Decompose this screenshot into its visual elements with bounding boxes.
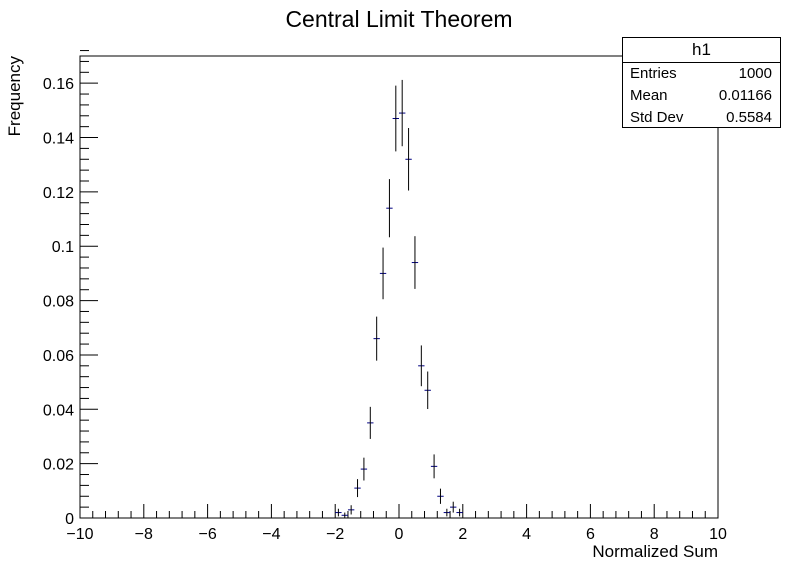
x-tick-label: 10 (709, 526, 727, 543)
y-tick-label: 0.16 (43, 76, 74, 93)
x-tick-label: −2 (326, 526, 344, 543)
x-tick-label: −6 (198, 526, 216, 543)
data-point (430, 454, 438, 479)
y-axis-label: Frequency (5, 56, 24, 137)
chart-title: Central Limit Theorem (285, 6, 512, 32)
y-tick-label: 0 (65, 511, 74, 528)
data-point (354, 479, 361, 498)
axis-ticks (79, 50, 719, 519)
x-tick-label: −4 (262, 526, 280, 543)
data-point (392, 85, 399, 152)
x-tick-label: 4 (522, 526, 531, 543)
x-axis-label: Normalized Sum (592, 542, 718, 561)
stats-mean-value: 0.01166 (718, 87, 772, 104)
stats-entries-value: 1000 (738, 65, 772, 82)
x-tick-label: 0 (395, 526, 404, 543)
y-tick-label: 0.1 (52, 239, 74, 256)
y-tick-label: 0.06 (43, 348, 74, 365)
tick-labels: −10 −8 −6 −4 −2 0 2 4 6 8 10 0 0.02 0.04 0.06 0.08 0.1 0.… (43, 76, 727, 543)
data-point (456, 508, 463, 517)
stats-stddev-label: Std Dev (630, 109, 684, 126)
stats-row-mean: Mean 0.01166 (623, 85, 780, 107)
data-point (437, 488, 444, 504)
y-tick-label: 0.14 (43, 131, 74, 148)
stats-box: h1 Entries 1000 Mean 0.01166 Std Dev 0.5… (622, 37, 781, 128)
data-point (341, 512, 348, 518)
y-tick-label: 0.04 (43, 402, 74, 419)
x-tick-label: −8 (135, 526, 153, 543)
stats-stddev-value: 0.5584 (726, 109, 772, 126)
data-points (335, 79, 463, 518)
data-point (335, 508, 342, 517)
x-tick-label: 8 (650, 526, 659, 543)
data-point (379, 247, 387, 300)
data-point (450, 501, 457, 513)
x-tick-label: 6 (586, 526, 595, 543)
y-tick-label: 0.02 (43, 457, 74, 474)
data-point (373, 316, 380, 361)
x-tick-label: −10 (66, 526, 93, 543)
data-point (418, 345, 425, 387)
stats-row-stddev: Std Dev 0.5584 (623, 107, 780, 129)
data-point (347, 505, 355, 515)
data-point (405, 128, 412, 191)
stats-title: h1 (623, 38, 780, 63)
data-point (411, 236, 419, 289)
data-point (399, 79, 406, 147)
data-point (424, 371, 431, 410)
data-point (443, 508, 451, 517)
data-point (360, 457, 368, 481)
y-tick-label: 0.08 (43, 294, 74, 311)
stats-row-entries: Entries 1000 (623, 63, 780, 85)
data-point (367, 406, 374, 439)
x-tick-label: 2 (458, 526, 467, 543)
stats-mean-label: Mean (630, 87, 668, 104)
stats-entries-label: Entries (630, 65, 677, 82)
data-point (386, 179, 393, 238)
y-tick-label: 0.12 (43, 185, 74, 202)
